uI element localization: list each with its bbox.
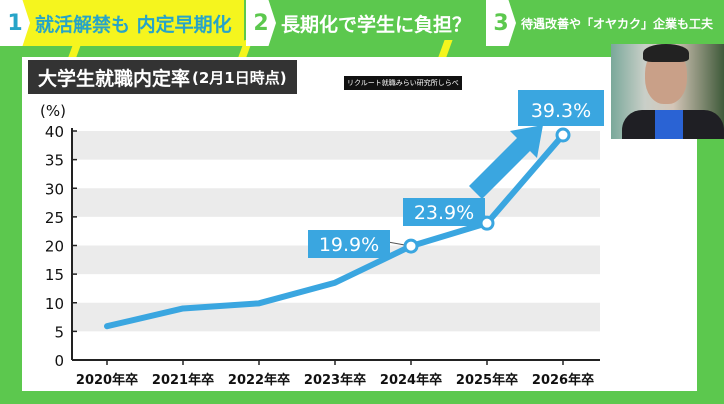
trend-arrow-icon [469, 125, 543, 199]
y-axis-label: (%) [40, 102, 66, 120]
y-tick-label: 25 [45, 209, 64, 227]
topic-number: 1 [0, 0, 30, 46]
y-tick-label: 30 [45, 180, 64, 198]
presenter-hair [643, 44, 689, 62]
y-tick-label: 0 [54, 352, 64, 370]
source-note: リクルート就職みらい研究所しらべ [344, 76, 462, 90]
y-tick-label: 5 [54, 323, 64, 341]
grid-band [72, 188, 600, 217]
topic-number: 2 [246, 0, 276, 46]
chart-title-text: 大学生就職内定率 [38, 67, 191, 90]
x-tick-label: 2022年卒 [228, 372, 290, 388]
x-tick-label: 2026年卒 [532, 372, 594, 388]
chart-title: 大学生就職内定率 (2月1日時点) [28, 60, 297, 94]
topic-label: 待遇改善や「オヤカク」企業も工夫 [521, 16, 714, 31]
topic-label: 長期化で学生に負担？ [281, 13, 472, 36]
topic-2: 2 長期化で学生に負担？ [246, 0, 482, 46]
chart-subtitle: (2月1日時点) [192, 68, 287, 87]
data-label-box [308, 230, 390, 258]
y-tick-label: 20 [45, 238, 64, 256]
data-label-box [518, 90, 604, 126]
data-label: 19.9% [319, 234, 379, 256]
data-point [555, 127, 571, 143]
data-label-box [403, 198, 485, 226]
grid-band [72, 302, 600, 332]
x-tick-label: 2023年卒 [304, 372, 366, 388]
x-tick-label: 2024年卒 [380, 372, 442, 388]
data-point [479, 215, 495, 231]
topic-1: 1 就活解禁も 内定早期化 [0, 0, 244, 46]
topic-label: 就活解禁も 内定早期化 [35, 13, 232, 36]
topic-number: 3 [486, 0, 516, 46]
y-tick-label: 40 [45, 123, 64, 141]
data-point [403, 238, 419, 254]
data-label: 23.9% [414, 202, 474, 224]
data-label: 39.3% [531, 100, 591, 122]
y-tick-label: 10 [45, 295, 64, 313]
y-tick-label: 15 [45, 266, 64, 284]
topic-3: 3 待遇改善や「オヤカク」企業も工夫 [486, 0, 724, 46]
x-tick-label: 2021年卒 [152, 372, 214, 388]
x-tick-label: 2020年卒 [76, 372, 138, 388]
presenter-shirt [655, 110, 683, 139]
x-tick-label: 2025年卒 [456, 372, 518, 388]
y-tick-label: 35 [45, 152, 64, 170]
